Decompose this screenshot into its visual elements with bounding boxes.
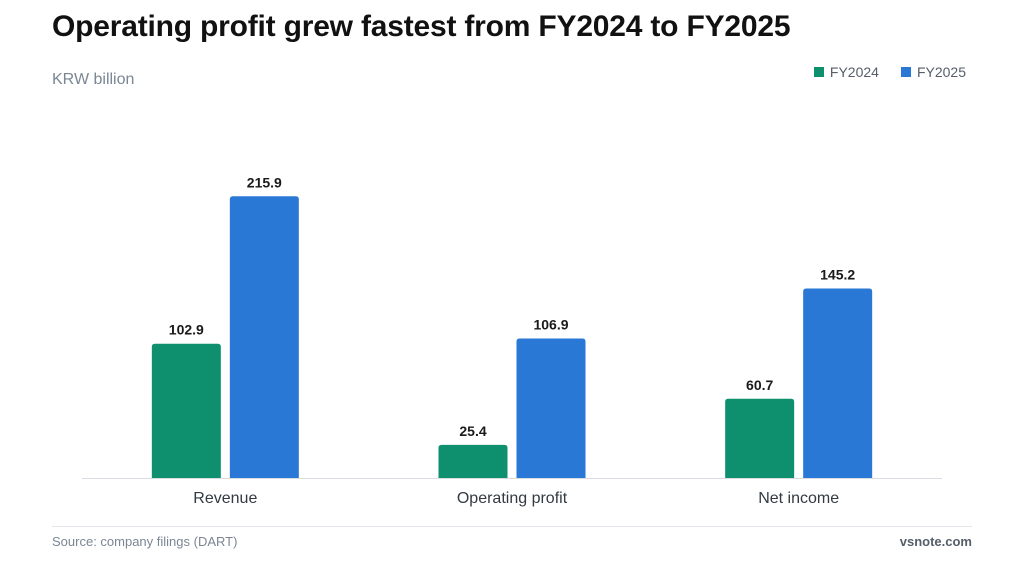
brand-logo-text: vsnote.com xyxy=(899,534,972,549)
legend-swatch-fy2024 xyxy=(813,67,824,77)
chart-subtitle: KRW billion xyxy=(52,71,135,88)
x-tick-label-operating-profit: Operating profit xyxy=(457,490,568,507)
data-label-revenue-fy2024: 102.9 xyxy=(169,322,204,338)
data-label-operating-profit-fy2025: 106.9 xyxy=(533,316,568,332)
bar-revenue-fy2024 xyxy=(151,343,221,478)
data-label-operating-profit-fy2024: 25.4 xyxy=(459,423,486,439)
legend-label-fy2024: FY2024 xyxy=(829,64,879,80)
bar-operating-profit-fy2024 xyxy=(438,444,508,478)
bar-revenue-fy2025 xyxy=(229,196,299,479)
data-label-net-income-fy2025: 145.2 xyxy=(820,267,855,283)
legend-item-fy2025: FY2025 xyxy=(900,64,966,80)
chart-legend: FY2024 FY2025 xyxy=(813,64,966,80)
data-label-revenue-fy2025: 215.9 xyxy=(247,174,282,190)
legend-label-fy2025: FY2025 xyxy=(916,64,966,80)
bar-net-income-fy2024 xyxy=(725,398,795,478)
bar-operating-profit-fy2025 xyxy=(516,338,586,478)
x-tick-label-revenue: Revenue xyxy=(193,490,257,507)
data-label-net-income-fy2024: 60.7 xyxy=(746,377,773,393)
legend-item-fy2024: FY2024 xyxy=(813,64,879,80)
legend-swatch-fy2025 xyxy=(900,67,911,77)
footer-divider xyxy=(52,526,972,527)
bar-net-income-fy2025 xyxy=(803,288,873,478)
x-tick-label-net-income: Net income xyxy=(758,490,839,507)
chart-title: Operating profit grew fastest from FY202… xyxy=(52,10,791,43)
source-note: Source: company filings (DART) xyxy=(52,534,238,549)
